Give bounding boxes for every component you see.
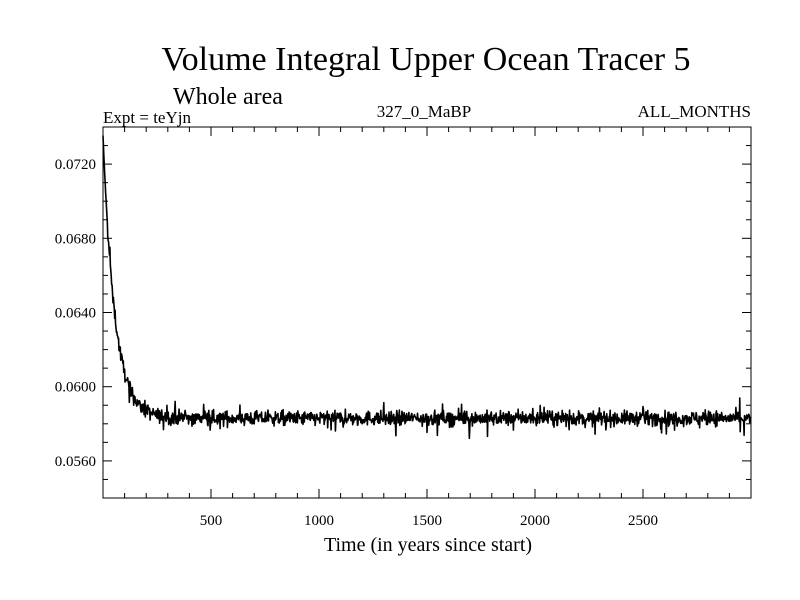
x-tick-label: 2500 <box>628 513 658 529</box>
x-tick-label: 500 <box>200 513 223 529</box>
chart-subtitle: Whole area <box>173 84 283 110</box>
series-line <box>102 135 752 440</box>
y-tick-label: 0.0560 <box>55 454 96 470</box>
y-tick-label: 0.0640 <box>55 306 96 322</box>
x-axis-label: Time (in years since start) <box>324 534 532 556</box>
x-axis: 500 1000 1500 2000 2500 <box>124 127 730 529</box>
y-tick-label: 0.0600 <box>55 380 96 396</box>
period-label: 327_0_MaBP <box>377 102 471 121</box>
experiment-label: Expt = teYjn <box>103 108 191 127</box>
x-tick-label: 1000 <box>304 513 334 529</box>
months-label: ALL_MONTHS <box>638 102 751 121</box>
chart-title: Volume Integral Upper Ocean Tracer 5 <box>161 41 690 78</box>
x-tick-label: 2000 <box>520 513 550 529</box>
y-tick-label: 0.0680 <box>55 231 96 247</box>
x-tick-label: 1500 <box>412 513 442 529</box>
y-tick-label: 0.0720 <box>55 157 96 173</box>
y-axis: 0.0560 0.0600 0.0640 0.0680 0.0720 <box>55 145 751 480</box>
plot-frame <box>102 126 752 499</box>
